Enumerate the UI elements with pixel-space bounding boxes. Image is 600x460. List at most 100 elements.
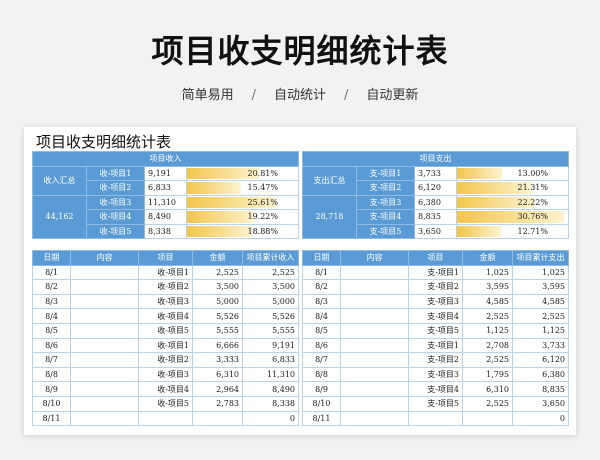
- expense-detail-cell[interactable]: 3,733: [512, 337, 569, 354]
- income-detail-cell[interactable]: 8,338: [242, 395, 299, 412]
- income-detail-cell[interactable]: 6,310: [192, 366, 243, 383]
- expense-detail-cell[interactable]: 支-项目4: [408, 381, 463, 397]
- income-detail-cell[interactable]: 8/3: [32, 293, 71, 310]
- income-detail-cell[interactable]: [70, 322, 139, 339]
- income-detail-cell[interactable]: [70, 279, 139, 295]
- expense-detail-cell[interactable]: 2,525: [462, 395, 513, 412]
- expense-detail-cell[interactable]: [340, 366, 409, 383]
- income-detail-cell[interactable]: 收-项目2: [138, 352, 193, 368]
- income-detail-cell[interactable]: 8,490: [242, 381, 299, 397]
- expense-detail-cell[interactable]: 3,650: [512, 395, 569, 412]
- expense-detail-cell[interactable]: [462, 410, 513, 427]
- expense-detail-cell[interactable]: [340, 308, 409, 324]
- expense-detail-cell[interactable]: 支-项目5: [408, 322, 463, 339]
- income-detail-cell[interactable]: [70, 308, 139, 324]
- income-detail-cell[interactable]: 8/9: [32, 381, 71, 397]
- income-detail-cell[interactable]: 6,666: [192, 337, 243, 354]
- expense-detail-cell[interactable]: 1,795: [462, 366, 513, 383]
- expense-detail-cell[interactable]: 6,310: [462, 381, 513, 397]
- income-detail-cell[interactable]: 5,555: [242, 322, 299, 339]
- expense-detail-cell[interactable]: 支-项目1: [408, 264, 463, 281]
- income-detail-cell[interactable]: [138, 410, 193, 427]
- expense-detail-cell[interactable]: 0: [512, 410, 569, 427]
- income-detail-cell[interactable]: 9,191: [242, 337, 299, 354]
- income-detail-cell[interactable]: [70, 264, 139, 281]
- expense-detail-cell[interactable]: 支-项目4: [408, 308, 463, 324]
- income-detail-cell[interactable]: 2,964: [192, 381, 243, 397]
- expense-detail-cell[interactable]: 6,120: [512, 352, 569, 368]
- expense-detail-cell[interactable]: [340, 337, 409, 354]
- income-detail-cell[interactable]: 5,000: [192, 293, 243, 310]
- expense-detail-cell[interactable]: 支-项目2: [408, 279, 463, 295]
- expense-detail-cell[interactable]: [340, 264, 409, 281]
- income-detail-cell[interactable]: 2,525: [242, 264, 299, 281]
- income-detail-cell[interactable]: [70, 337, 139, 354]
- income-detail-cell[interactable]: 0: [242, 410, 299, 427]
- income-detail-cell[interactable]: 8/5: [32, 322, 71, 339]
- expense-detail-cell[interactable]: 8/10: [302, 395, 341, 412]
- expense-detail-cell[interactable]: 8/8: [302, 366, 341, 383]
- expense-detail-cell[interactable]: 1,025: [512, 264, 569, 281]
- expense-detail-cell[interactable]: 8/6: [302, 337, 341, 354]
- expense-detail-cell[interactable]: 2,525: [462, 352, 513, 368]
- income-detail-cell[interactable]: 8/1: [32, 264, 71, 281]
- expense-detail-cell[interactable]: 8/3: [302, 293, 341, 310]
- income-detail-cell[interactable]: 11,310: [242, 366, 299, 383]
- income-detail-cell[interactable]: 收-项目1: [138, 264, 193, 281]
- income-detail-cell[interactable]: [192, 410, 243, 427]
- income-detail-cell[interactable]: 5,526: [242, 308, 299, 324]
- expense-detail-cell[interactable]: 8/4: [302, 308, 341, 324]
- expense-detail-cell[interactable]: 2,525: [462, 308, 513, 324]
- expense-detail-cell[interactable]: 3,595: [512, 279, 569, 295]
- expense-detail-cell[interactable]: 支-项目3: [408, 293, 463, 310]
- income-detail-cell[interactable]: 5,555: [192, 322, 243, 339]
- income-detail-cell[interactable]: 收-项目3: [138, 366, 193, 383]
- expense-detail-cell[interactable]: 8/7: [302, 352, 341, 368]
- income-detail-cell[interactable]: [70, 366, 139, 383]
- expense-detail-cell[interactable]: 支-项目3: [408, 366, 463, 383]
- expense-detail-cell[interactable]: 8/1: [302, 264, 341, 281]
- expense-detail-cell[interactable]: 4,585: [462, 293, 513, 310]
- income-detail-cell[interactable]: 收-项目2: [138, 279, 193, 295]
- income-detail-cell[interactable]: 2,525: [192, 264, 243, 281]
- expense-detail-cell[interactable]: 8/11: [302, 410, 341, 427]
- income-detail-cell[interactable]: 2,783: [192, 395, 243, 412]
- expense-detail-cell[interactable]: [408, 410, 463, 427]
- expense-detail-cell[interactable]: 2,708: [462, 337, 513, 354]
- income-detail-cell[interactable]: 收-项目1: [138, 337, 193, 354]
- expense-detail-cell[interactable]: [340, 395, 409, 412]
- expense-detail-cell[interactable]: 1,025: [462, 264, 513, 281]
- income-detail-cell[interactable]: [70, 410, 139, 427]
- income-detail-cell[interactable]: 3,333: [192, 352, 243, 368]
- income-detail-cell[interactable]: 收-项目3: [138, 293, 193, 310]
- expense-detail-cell[interactable]: 8/9: [302, 381, 341, 397]
- income-detail-cell[interactable]: 3,500: [192, 279, 243, 295]
- expense-detail-cell[interactable]: 3,595: [462, 279, 513, 295]
- income-detail-cell[interactable]: [70, 352, 139, 368]
- income-detail-cell[interactable]: 8/11: [32, 410, 71, 427]
- income-detail-cell[interactable]: 收-项目4: [138, 381, 193, 397]
- income-detail-cell[interactable]: 8/6: [32, 337, 71, 354]
- expense-detail-cell[interactable]: 1,125: [462, 322, 513, 339]
- income-detail-cell[interactable]: 3,500: [242, 279, 299, 295]
- expense-detail-cell[interactable]: 2,525: [512, 308, 569, 324]
- expense-detail-cell[interactable]: [340, 410, 409, 427]
- expense-detail-cell[interactable]: 8/2: [302, 279, 341, 295]
- expense-detail-cell[interactable]: 1,125: [512, 322, 569, 339]
- income-detail-cell[interactable]: [70, 381, 139, 397]
- income-detail-cell[interactable]: 8/7: [32, 352, 71, 368]
- income-detail-cell[interactable]: 收-项目5: [138, 322, 193, 339]
- expense-detail-cell[interactable]: 8,835: [512, 381, 569, 397]
- income-detail-cell[interactable]: [70, 395, 139, 412]
- expense-detail-cell[interactable]: [340, 381, 409, 397]
- expense-detail-cell[interactable]: [340, 352, 409, 368]
- income-detail-cell[interactable]: 收-项目5: [138, 395, 193, 412]
- income-detail-cell[interactable]: 5,000: [242, 293, 299, 310]
- expense-detail-cell[interactable]: 8/5: [302, 322, 341, 339]
- income-detail-cell[interactable]: 8/10: [32, 395, 71, 412]
- expense-detail-cell[interactable]: [340, 293, 409, 310]
- expense-detail-cell[interactable]: 6,380: [512, 366, 569, 383]
- income-detail-cell[interactable]: 5,526: [192, 308, 243, 324]
- expense-detail-cell[interactable]: 支-项目1: [408, 337, 463, 354]
- expense-detail-cell[interactable]: [340, 322, 409, 339]
